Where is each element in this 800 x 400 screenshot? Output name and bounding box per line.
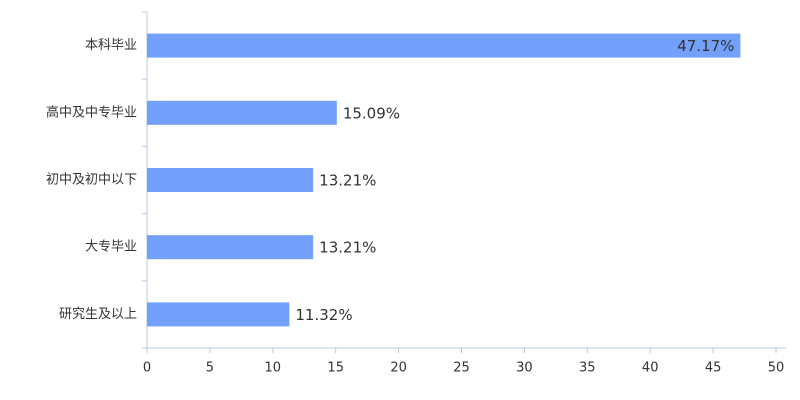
bar <box>147 168 314 192</box>
x-tick-label: 50 <box>768 361 785 376</box>
bar <box>147 235 314 260</box>
x-tick-label: 5 <box>206 361 214 376</box>
y-tick-label: 初中及初中以下 <box>46 173 137 188</box>
y-tick-label: 研究生及以上 <box>59 307 137 322</box>
bar <box>147 100 337 125</box>
y-tick-label: 高中及中专毕业 <box>46 104 137 120</box>
x-tick-label: 30 <box>516 361 533 376</box>
x-tick-label: 20 <box>390 361 407 376</box>
x-tick-label: 0 <box>143 361 151 376</box>
bar <box>147 33 741 58</box>
y-tick-label: 本科毕业 <box>85 38 137 53</box>
x-tick-label: 25 <box>453 361 470 376</box>
value-label: 47.17% <box>677 37 734 55</box>
y-tick-label: 大专毕业 <box>85 240 137 255</box>
value-label: 13.21% <box>319 172 376 190</box>
value-label: 11.32% <box>295 306 352 324</box>
x-tick-label: 35 <box>579 361 596 376</box>
x-tick-label: 45 <box>705 361 722 376</box>
value-label: 15.09% <box>343 104 400 122</box>
value-label: 13.21% <box>319 239 376 257</box>
x-tick-label: 10 <box>265 361 282 376</box>
x-tick-label: 15 <box>327 361 344 376</box>
x-tick-label: 40 <box>642 361 659 376</box>
bar <box>147 302 290 327</box>
